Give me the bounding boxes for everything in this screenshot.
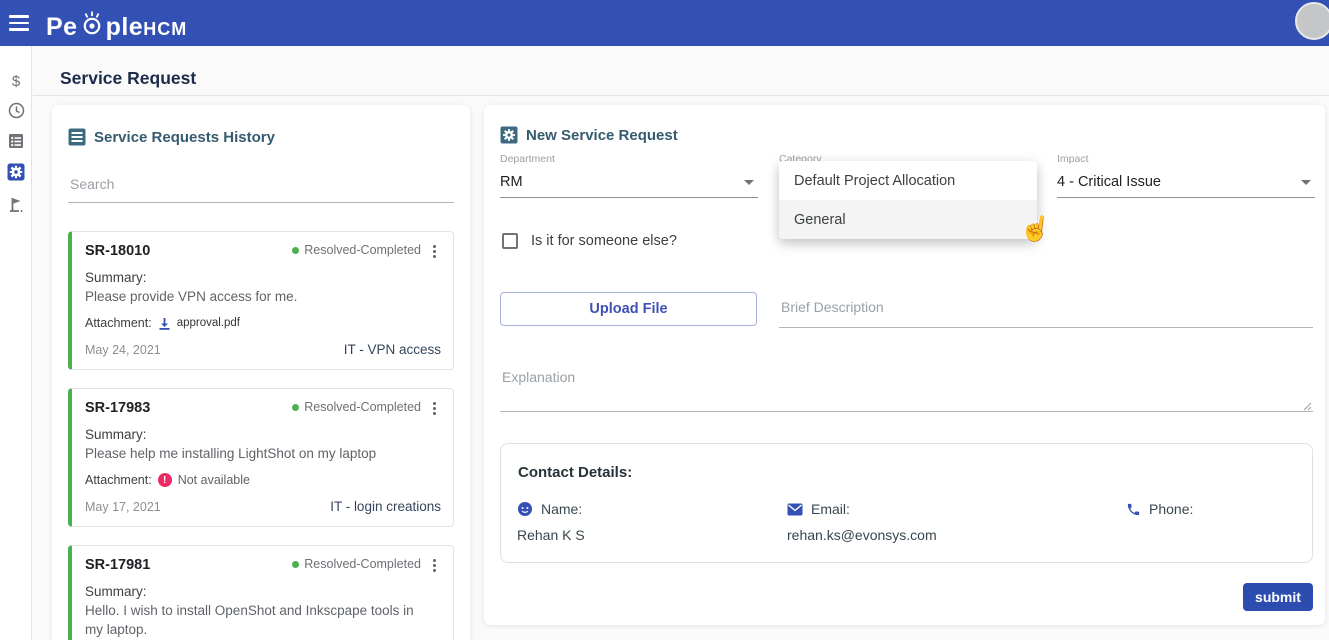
chevron-down-icon — [1301, 179, 1311, 185]
department-value: RM — [500, 174, 523, 190]
menu-icon[interactable] — [6, 8, 40, 38]
attachment-file-link[interactable]: approval.pdf — [176, 317, 240, 330]
face-icon — [518, 502, 532, 516]
contact-email: rehan.ks@evonsys.com — [787, 527, 937, 543]
category-option[interactable]: Default Project Allocation — [794, 172, 956, 189]
resize-handle-icon[interactable] — [1302, 401, 1312, 411]
submit-button[interactable]: submit — [1243, 583, 1313, 611]
checkbox-unchecked-icon[interactable] — [502, 233, 518, 249]
phone-label: Phone: — [1149, 501, 1194, 517]
new-request-gear-icon — [500, 126, 518, 144]
attachment-label: Attachment: — [85, 316, 152, 331]
summary-label: Summary: — [85, 584, 147, 600]
request-id: SR-18010 — [85, 243, 151, 259]
error-icon: ! — [157, 473, 172, 488]
more-options-icon[interactable] — [427, 400, 441, 416]
status-dot-icon — [292, 403, 300, 411]
app-header: Pe ple HCM — [0, 0, 1329, 46]
logo-text-pe: Pe — [46, 12, 78, 41]
someone-else-checkbox-row[interactable]: Is it for someone else? — [502, 233, 677, 249]
request-category: IT - VPN access — [343, 342, 441, 358]
app-logo[interactable]: Pe ple HCM — [46, 5, 187, 42]
request-card: SR-17981 Resolved-Completed Summary: Hel… — [68, 545, 454, 640]
name-label: Name: — [541, 501, 583, 517]
upload-file-button[interactable]: Upload File — [500, 292, 757, 326]
service-history-panel: Service Requests History SR-18010 Resolv… — [52, 105, 470, 640]
user-avatar[interactable] — [1295, 2, 1329, 40]
title-divider — [33, 95, 1329, 96]
logo-text-hcm: HCM — [143, 18, 188, 39]
department-select[interactable]: Department RM — [500, 153, 758, 201]
status-dot-icon — [292, 246, 300, 254]
summary-label: Summary: — [85, 427, 147, 443]
status-badge: Resolved-Completed — [304, 400, 421, 415]
department-label: Department — [500, 153, 555, 165]
logo-sun-icon — [83, 11, 100, 34]
sidebar-item-milestones[interactable] — [0, 194, 32, 216]
phone-icon — [1127, 503, 1140, 515]
list-icon — [9, 134, 23, 148]
request-card: SR-17983 Resolved-Completed Summary: Ple… — [68, 388, 454, 528]
summary-text: Hello. I wish to install OpenShot and In… — [85, 603, 414, 637]
more-options-icon[interactable] — [427, 243, 441, 259]
clock-icon — [8, 102, 24, 118]
logo-text-ple: ple — [105, 12, 144, 41]
request-id: SR-17981 — [85, 557, 151, 574]
dollar-icon: $ — [11, 72, 21, 90]
sidebar-nav: $ — [0, 46, 32, 640]
search-input[interactable] — [68, 170, 454, 203]
someone-else-label: Is it for someone else? — [531, 233, 677, 249]
page-title: Service Request — [60, 68, 197, 88]
summary-text: Please provide VPN access for me. — [85, 289, 298, 304]
contact-details-title: Contact Details: — [518, 464, 633, 481]
explanation-textarea[interactable] — [500, 367, 1313, 412]
sidebar-item-service-request[interactable] — [0, 161, 32, 183]
category-dropdown-menu: Default Project Allocation General — [779, 161, 1037, 239]
download-icon[interactable] — [158, 317, 171, 330]
more-options-icon[interactable] — [427, 557, 441, 573]
impact-select[interactable]: Impact 4 - Critical Issue — [1057, 153, 1315, 201]
request-list: SR-18010 Resolved-Completed Summary: Ple… — [68, 231, 454, 640]
request-date: May 24, 2021 — [85, 343, 161, 358]
status-badge: Resolved-Completed — [304, 243, 421, 257]
email-icon — [787, 503, 803, 515]
brief-description-input[interactable] — [779, 295, 1313, 328]
impact-label: Impact — [1057, 153, 1089, 165]
chevron-down-icon — [744, 179, 754, 185]
attachment-missing-text: Not available — [177, 473, 250, 488]
sidebar-item-list[interactable] — [0, 130, 32, 152]
request-date: May 17, 2021 — [85, 500, 161, 515]
contact-details-card: Contact Details: Name: Rehan K S Email: — [500, 443, 1313, 563]
request-card: SR-18010 Resolved-Completed Summary: Ple… — [68, 231, 454, 371]
summary-label: Summary: — [85, 270, 147, 285]
status-dot-icon — [292, 560, 300, 568]
history-panel-title: Service Requests History — [94, 128, 275, 146]
settings-icon — [7, 163, 25, 181]
new-request-panel-title: New Service Request — [526, 126, 678, 144]
new-request-panel: New Service Request Department RM Catego… — [484, 105, 1325, 625]
sidebar-item-billing[interactable]: $ — [0, 70, 32, 92]
email-label: Email: — [811, 501, 850, 517]
sidebar-item-time[interactable] — [0, 99, 32, 121]
category-option[interactable]: General — [779, 200, 1037, 239]
request-category: IT - login creations — [330, 499, 441, 515]
attachment-label: Attachment: — [85, 473, 152, 488]
milestone-icon — [9, 198, 22, 212]
status-badge: Resolved-Completed — [304, 557, 421, 572]
history-icon — [68, 128, 86, 146]
contact-name: Rehan K S — [517, 527, 585, 543]
request-id: SR-17983 — [85, 400, 151, 417]
impact-value: 4 - Critical Issue — [1057, 174, 1161, 190]
summary-text: Please help me installing LightShot on m… — [85, 446, 377, 462]
